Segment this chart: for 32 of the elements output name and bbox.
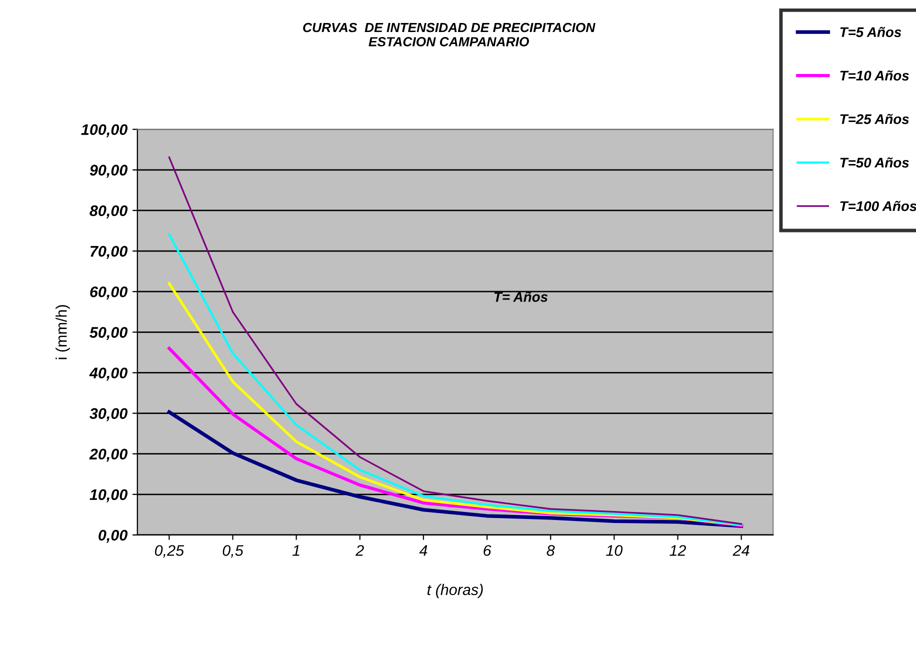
line-series: [168, 156, 742, 525]
y-tick-label: 60,00: [90, 286, 128, 300]
x-axis-title: t (horas): [428, 584, 483, 598]
y-axis-title: i (mm/h): [56, 305, 70, 360]
legend-label: T=10 Años: [840, 70, 909, 81]
y-tick-label: 80,00: [90, 205, 128, 218]
y-tick-label: 40,00: [89, 368, 128, 381]
x-tick-label: 10: [606, 545, 623, 556]
y-tick-label: 70,00: [90, 246, 128, 259]
y-tick-label: 90,00: [90, 164, 128, 178]
x-tick-label: 4: [419, 545, 428, 556]
legend-label: T=50 Años: [840, 157, 909, 168]
x-tick-label: 6: [484, 545, 492, 556]
x-tick-label: 12: [670, 545, 686, 556]
x-tick-label: 8: [546, 545, 555, 556]
annotation: T= Años: [494, 292, 548, 302]
y-tick-label: 0,00: [98, 530, 128, 543]
x-tick-label: 24: [732, 545, 750, 556]
y-tick-label: 10,00: [90, 489, 128, 502]
chart-title: CURVAS DE INTENSIDAD DE PRECIPITACION ESTACION CAMPANARIO: [303, 22, 596, 46]
y-tick-label: 100,00: [81, 124, 128, 138]
legend-label: T=5 Años: [840, 26, 902, 38]
y-tick-label: 20,00: [89, 448, 128, 462]
x-tick-label: 0,5: [222, 545, 244, 558]
x-tick-label: 1: [292, 545, 300, 556]
x-tick-label: 2: [356, 545, 364, 556]
line-series: [168, 233, 742, 526]
legend-label: T=25 Años: [840, 114, 909, 124]
line-series: [167, 410, 744, 528]
y-tick-label: 50,00: [90, 327, 128, 340]
x-tick-label: 0,25: [154, 545, 184, 558]
y-tick-label: 30,00: [90, 408, 128, 422]
